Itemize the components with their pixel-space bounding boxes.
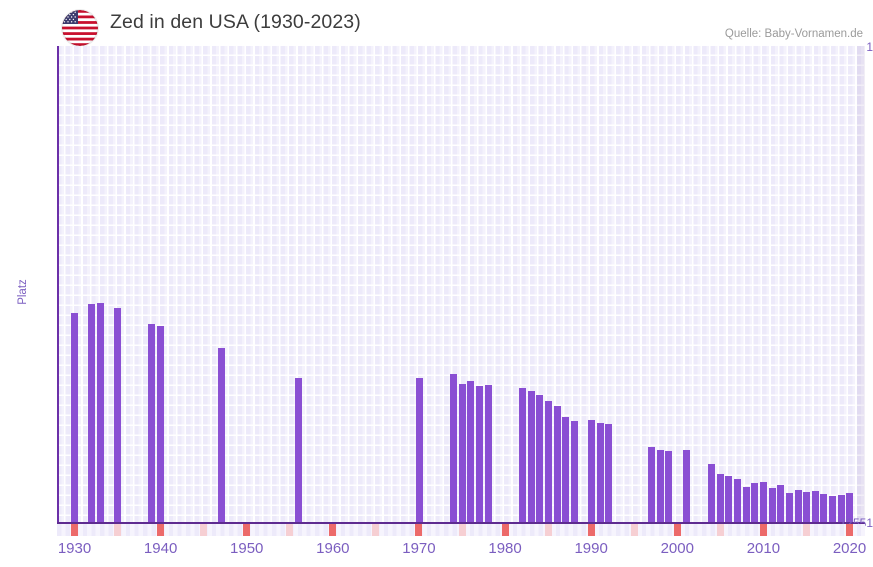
bar-1983[interactable]: [528, 391, 535, 523]
bar-2011[interactable]: [769, 488, 776, 523]
x-tick-1965: [372, 524, 380, 536]
bar-2004[interactable]: [708, 464, 715, 523]
bar-1998[interactable]: [657, 450, 664, 523]
x-tick-1995: [630, 524, 638, 536]
x-axis-label-1970: 1970: [402, 540, 436, 557]
x-axis-label-2020: 2020: [832, 540, 867, 557]
bar-1987[interactable]: [562, 417, 569, 523]
bar-1976[interactable]: [467, 381, 474, 523]
x-axis-label-1950: 1950: [230, 540, 264, 557]
bar-2001[interactable]: [683, 450, 690, 523]
y-axis-label: Platz: [17, 279, 29, 305]
bar-1947[interactable]: [218, 348, 225, 523]
bar-1956[interactable]: [295, 378, 302, 523]
bar-1933[interactable]: [97, 303, 104, 523]
x-tick-2010: [759, 524, 767, 536]
bar-2013[interactable]: [786, 493, 793, 523]
bar-2010[interactable]: [760, 482, 767, 523]
bar-1930[interactable]: [71, 313, 78, 523]
x-tick-2015: [802, 524, 810, 536]
x-axis-label-1990: 1990: [574, 540, 608, 557]
bar-1990[interactable]: [588, 420, 595, 523]
x-axis-label-2010: 2010: [746, 540, 781, 557]
x-tick-2020: [846, 524, 853, 536]
x-tick-2000: [673, 524, 681, 536]
x-tick-1960: [329, 524, 337, 536]
bar-2020[interactable]: [846, 493, 853, 523]
bar-1988[interactable]: [571, 421, 578, 523]
x-tick-1980: [501, 524, 509, 536]
x-tick-2005: [716, 524, 724, 536]
x-tick-1940: [157, 524, 165, 536]
bar-2015[interactable]: [803, 492, 810, 523]
bar-1992[interactable]: [605, 424, 612, 523]
bar-2018[interactable]: [829, 496, 836, 523]
bar-1935[interactable]: [114, 308, 121, 523]
x-tick-1950: [243, 524, 251, 536]
source-credit: Quelle: Baby-Vornamen.de: [724, 28, 863, 40]
x-axis-label-2000: 2000: [660, 540, 694, 557]
bar-1974[interactable]: [450, 374, 457, 523]
bar-1985[interactable]: [545, 401, 552, 523]
bar-1997[interactable]: [648, 447, 655, 523]
x-tick-1955: [286, 524, 294, 536]
bar-2016[interactable]: [812, 491, 819, 523]
bar-2012[interactable]: [777, 485, 784, 523]
bar-1940[interactable]: [157, 326, 164, 523]
bar-2014[interactable]: [795, 490, 802, 523]
x-tick-1945: [200, 524, 208, 536]
page-title: Zed in den USA (1930-2023): [110, 11, 361, 33]
bar-2009[interactable]: [751, 483, 758, 523]
x-tick-1985: [544, 524, 552, 536]
x-axis-line: [57, 522, 865, 524]
x-tick-1935: [114, 524, 122, 536]
bar-1939[interactable]: [148, 324, 155, 523]
x-tick-1970: [415, 524, 423, 536]
bar-1986[interactable]: [554, 406, 561, 523]
bar-1975[interactable]: [459, 384, 466, 523]
bar-1932[interactable]: [88, 304, 95, 523]
bar-1982[interactable]: [519, 388, 526, 523]
x-tick-1930: [71, 524, 78, 536]
bar-2007[interactable]: [734, 479, 741, 523]
x-axis-label-1960: 1960: [316, 540, 350, 557]
y-tick-label-top: 1: [866, 40, 873, 54]
x-axis-tick-strip: [57, 524, 865, 536]
y-axis-line: [57, 46, 59, 524]
chart-plot-area: [57, 46, 865, 523]
chart-header: Zed in den USA (1930-2023) Quelle: Baby-…: [0, 0, 873, 46]
x-axis-label-1980: 1980: [488, 540, 522, 557]
no-data-shaded-region: [856, 46, 865, 523]
bar-2006[interactable]: [725, 476, 732, 523]
x-tick-1975: [458, 524, 466, 536]
x-axis-label-1930: 1930: [57, 540, 92, 557]
bar-1978[interactable]: [485, 385, 492, 523]
bar-1991[interactable]: [597, 423, 604, 523]
bar-1999[interactable]: [665, 451, 672, 523]
bar-1970[interactable]: [416, 378, 423, 523]
bar-2019[interactable]: [838, 495, 845, 523]
bar-2008[interactable]: [743, 487, 750, 523]
bar-1977[interactable]: [476, 386, 483, 523]
bar-2017[interactable]: [820, 494, 827, 523]
us-flag-icon: [62, 10, 98, 46]
bar-2005[interactable]: [717, 474, 724, 523]
bar-1984[interactable]: [536, 395, 543, 523]
x-axis-label-1940: 1940: [143, 540, 178, 557]
x-tick-1990: [587, 524, 595, 536]
